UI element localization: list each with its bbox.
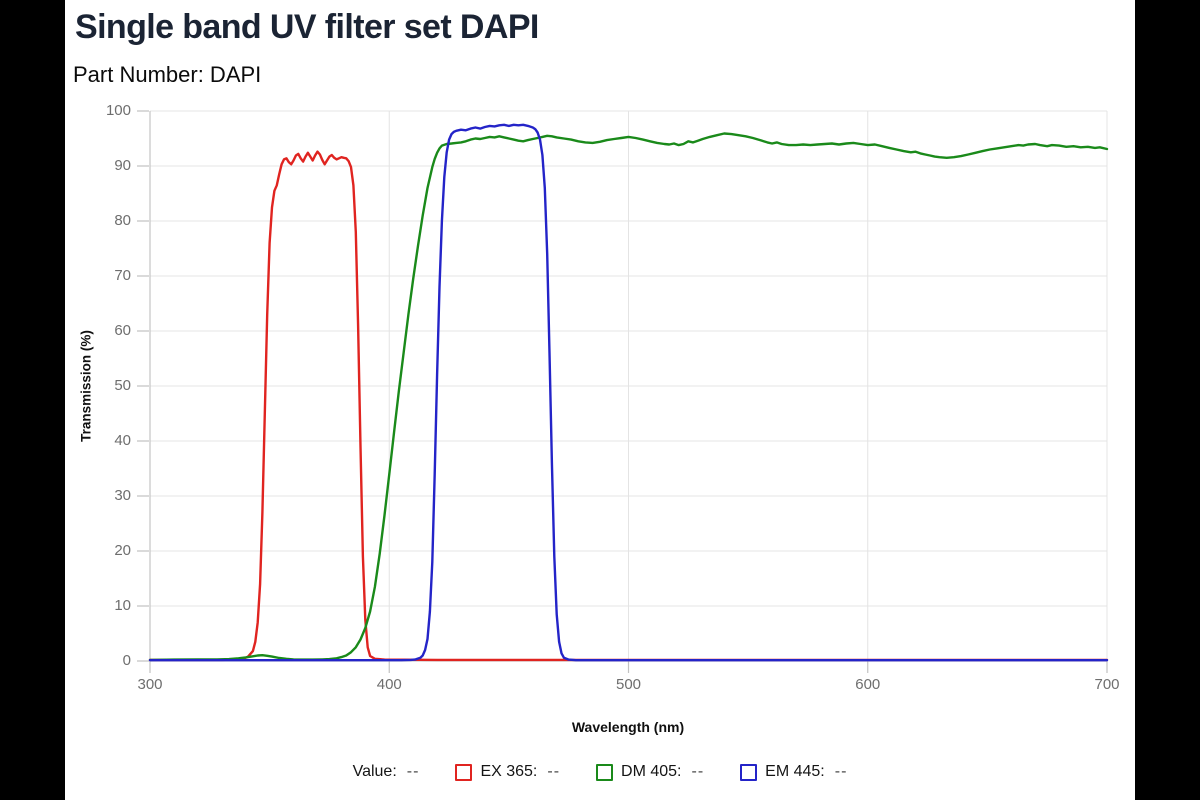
- x-axis-title: Wavelength (nm): [571, 719, 685, 735]
- y-tick-label: 40: [114, 432, 131, 449]
- legend-swatch-dm-405: [596, 763, 614, 781]
- page-title: Single band UV filter set DAPI: [75, 8, 539, 46]
- chart-page: Single band UV filter set DAPI Part Numb…: [65, 0, 1135, 800]
- series-line-dm-405: [148, 132, 1109, 662]
- y-tick-label: 20: [114, 542, 131, 559]
- y-tick-label: 90: [114, 157, 131, 174]
- x-tick-label: 600: [855, 676, 881, 693]
- legend-swatch-em-445: [740, 763, 758, 781]
- part-number-label: Part Number: DAPI: [73, 62, 262, 87]
- y-axis-title: Transmission (%): [78, 330, 94, 442]
- y-tick-label: 80: [114, 212, 131, 229]
- legend-value-readout: Value: --: [353, 763, 420, 781]
- legend-item-ex-365[interactable]: EX 365: --: [455, 763, 560, 781]
- legend-item-dm-405[interactable]: DM 405: --: [596, 763, 704, 781]
- legend-swatch-ex-365: [455, 763, 473, 781]
- y-tick-label: 100: [105, 102, 131, 119]
- legend-label-em-445: EM 445:: [765, 763, 825, 780]
- x-tick-label: 700: [1094, 676, 1120, 693]
- y-tick-label: 50: [114, 377, 131, 394]
- series-line-ex-365: [148, 150, 1109, 662]
- legend-item-em-445[interactable]: EM 445: --: [740, 763, 847, 781]
- legend-label-ex-365: EX 365:: [480, 763, 538, 780]
- transmission-chart-canvas[interactable]: [65, 0, 1135, 800]
- legend-value: --: [406, 763, 420, 780]
- y-tick-label: 10: [114, 597, 131, 614]
- x-tick-label: 500: [615, 676, 642, 693]
- x-tick-label: 400: [376, 676, 402, 693]
- legend-value-label: Value:: [352, 763, 397, 780]
- legend-reading-dm-405: --: [691, 763, 705, 780]
- y-tick-label: 60: [114, 322, 131, 339]
- x-tick-label: 300: [137, 676, 163, 693]
- y-tick-label: 0: [122, 652, 131, 669]
- legend-label-dm-405: DM 405:: [621, 763, 682, 780]
- legend-reading-ex-365: --: [547, 763, 561, 780]
- legend: Value: -- EX 365: -- DM 405: -- EM 445: --: [65, 763, 1135, 781]
- series-line-em-445: [148, 123, 1109, 662]
- y-tick-label: 70: [114, 267, 131, 284]
- y-tick-label: 30: [114, 487, 131, 504]
- legend-reading-em-445: --: [834, 763, 848, 780]
